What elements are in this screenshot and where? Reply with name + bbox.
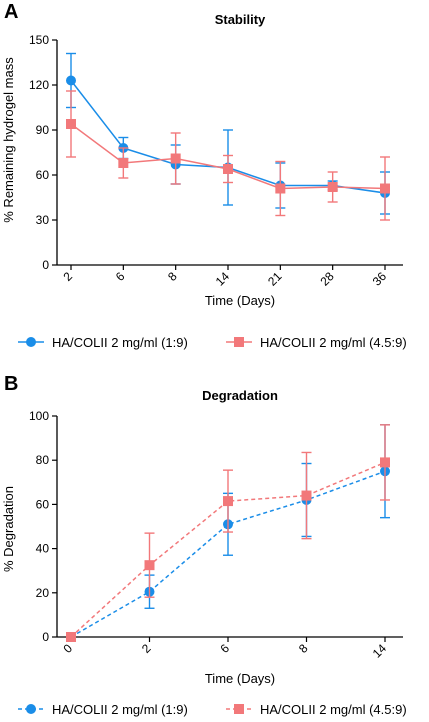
chart-a-series-1-point xyxy=(66,75,76,86)
chart-b-ylabel: % Degradation xyxy=(1,486,16,572)
chart-b-x-tick-label: 14 xyxy=(370,641,390,661)
chart-b-title: Degradation xyxy=(202,388,278,403)
chart-a-series-2-point xyxy=(327,182,338,192)
chart-b-series-2-point xyxy=(380,457,390,468)
chart-b-series-2-point xyxy=(223,496,233,507)
chart-b-y-tick-label: 40 xyxy=(36,542,50,556)
chart-a-title: Stability xyxy=(215,12,266,27)
legend-b-marker-2 xyxy=(234,704,244,714)
chart-a-y-tick-label: 90 xyxy=(36,123,50,137)
chart-b: 0 20 40 60 80 100 0 2 6 8 14 xyxy=(29,409,403,661)
legend-b-marker-1 xyxy=(26,704,36,714)
legend-a-marker-1 xyxy=(26,337,36,347)
chart-b-xlabel: Time (Days) xyxy=(205,671,275,686)
chart-b-y-tick-label: 0 xyxy=(42,630,49,644)
chart-a-x-tick-label: 28 xyxy=(317,269,337,289)
chart-b-y-tick-label: 20 xyxy=(36,586,50,600)
legend-a-item-1: HA/COLII 2 mg/ml (1:9) xyxy=(18,335,188,350)
chart-a-series-2-point xyxy=(223,164,233,174)
legend-a-item-2: HA/COLII 2 mg/ml (4.5:9) xyxy=(226,335,407,350)
legend-a-marker-2 xyxy=(234,337,244,347)
chart-b-x-tick-label: 0 xyxy=(60,641,75,656)
chart-a-x-tick-label: 21 xyxy=(265,269,285,289)
chart-b-series-2-point xyxy=(144,560,155,571)
chart-a-series-2-point xyxy=(118,158,129,168)
chart-b-y-tick-label: 60 xyxy=(36,497,50,511)
chart-a-y-tick-label: 60 xyxy=(36,168,50,182)
chart-a-xlabel: Time (Days) xyxy=(205,293,275,308)
legend-b: HA/COLII 2 mg/ml (1:9) HA/COLII 2 mg/ml … xyxy=(18,702,407,717)
legend-a: HA/COLII 2 mg/ml (1:9) HA/COLII 2 mg/ml … xyxy=(18,335,407,350)
chart-a-y-tick-label: 120 xyxy=(29,78,49,92)
chart-b-series-2-point xyxy=(301,490,312,501)
chart-b-series-1-line xyxy=(70,470,386,638)
chart-b-y-tick-label: 80 xyxy=(36,453,50,467)
chart-b-series-2-line xyxy=(70,461,386,638)
chart-a-y-tick-label: 150 xyxy=(29,33,49,47)
chart-a-x-tick-label: 8 xyxy=(165,269,180,284)
chart-a: 0 30 60 90 120 150 2 6 8 14 21 28 36 xyxy=(29,33,403,289)
chart-b-x-tick-label: 2 xyxy=(139,641,154,656)
panel-label-b: B xyxy=(4,373,18,395)
legend-a-label-1: HA/COLII 2 mg/ml (1:9) xyxy=(52,335,188,350)
chart-a-series-2-point xyxy=(66,119,76,129)
chart-a-series-2-point xyxy=(275,183,286,194)
legend-b-label-2: HA/COLII 2 mg/ml (4.5:9) xyxy=(260,702,407,717)
chart-a-x-tick-label: 2 xyxy=(60,269,75,284)
legend-b-item-1: HA/COLII 2 mg/ml (1:9) xyxy=(18,702,188,717)
chart-b-y-tick-label: 100 xyxy=(29,409,49,423)
chart-a-ylabel: % Remaining hydrogel mass xyxy=(1,57,16,223)
chart-a-x-tick-label: 36 xyxy=(370,269,390,289)
chart-a-series-2-point xyxy=(170,153,181,164)
panel-label-a: A xyxy=(4,1,18,23)
legend-a-label-2: HA/COLII 2 mg/ml (4.5:9) xyxy=(260,335,407,350)
chart-b-series-2-point xyxy=(66,632,76,642)
legend-b-item-2: HA/COLII 2 mg/ml (4.5:9) xyxy=(226,702,407,717)
chart-b-x-tick-label: 6 xyxy=(217,641,232,656)
chart-a-x-tick-label: 6 xyxy=(113,269,128,284)
legend-b-label-1: HA/COLII 2 mg/ml (1:9) xyxy=(52,702,188,717)
chart-b-x-tick-label: 8 xyxy=(296,641,311,656)
chart-a-y-tick-label: 0 xyxy=(42,258,49,272)
chart-a-y-tick-label: 30 xyxy=(36,213,50,227)
chart-a-x-tick-label: 14 xyxy=(213,269,233,289)
chart-a-series-2-point xyxy=(380,183,390,194)
